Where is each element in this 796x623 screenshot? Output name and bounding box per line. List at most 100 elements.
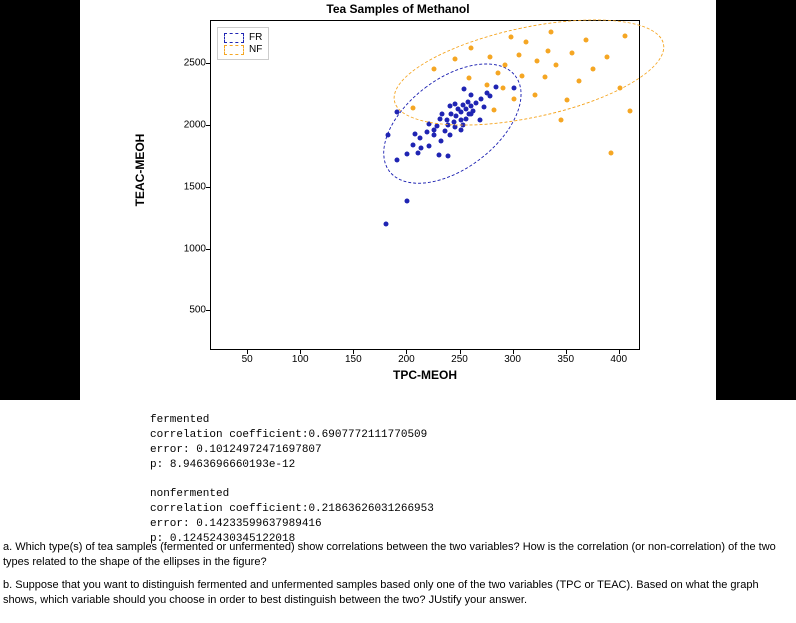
x-tick-mark	[460, 350, 461, 354]
scatter-point	[534, 59, 539, 64]
stats-nf-err: 0.14233599637989416	[196, 518, 321, 530]
scatter-point	[384, 221, 389, 226]
scatter-point	[394, 110, 399, 115]
scatter-point	[442, 129, 447, 134]
x-tick-mark	[247, 350, 248, 354]
scatter-point	[405, 199, 410, 204]
scatter-point	[492, 107, 497, 112]
y-tick-label: 500	[166, 305, 206, 316]
scatter-point	[623, 33, 628, 38]
chart-title: Tea Samples of Methanol	[80, 2, 716, 16]
scatter-point	[405, 152, 410, 157]
scatter-point	[628, 109, 633, 114]
scatter-point	[559, 117, 564, 122]
scatter-point	[516, 52, 521, 57]
legend-item: NF	[224, 44, 262, 55]
scatter-point	[431, 133, 436, 138]
scatter-point	[583, 37, 588, 42]
scatter-point	[467, 75, 472, 80]
scatter-point	[410, 142, 415, 147]
y-tick-mark	[206, 187, 210, 188]
scatter-point	[577, 78, 582, 83]
scatter-point	[564, 98, 569, 103]
scatter-point	[485, 83, 490, 88]
y-tick-label: 1000	[166, 243, 206, 254]
scatter-point	[500, 85, 505, 90]
y-tick-label: 2500	[166, 58, 206, 69]
scatter-point	[545, 48, 550, 53]
stats-f-err: 0.10124972471697807	[196, 444, 321, 456]
scatter-point	[503, 63, 508, 68]
stats-f-cc-label: correlation coefficient:	[150, 429, 308, 441]
x-tick-mark	[353, 350, 354, 354]
scatter-point	[386, 132, 391, 137]
scatter-point	[416, 151, 421, 156]
x-tick-label: 400	[610, 354, 627, 365]
x-tick-label: 250	[451, 354, 468, 365]
stats-f-err-label: error:	[150, 444, 196, 456]
scatter-point	[445, 153, 450, 158]
scatter-point	[412, 132, 417, 137]
stats-f-cc: 0.6907772111770509	[308, 429, 427, 441]
scatter-point	[426, 143, 431, 148]
scatter-point	[458, 127, 463, 132]
question-b: b. Suppose that you want to distinguish …	[3, 578, 793, 608]
scatter-point	[617, 85, 622, 90]
scatter-point	[419, 146, 424, 151]
scatter-point	[424, 130, 429, 135]
scatter-point	[609, 150, 614, 155]
y-tick-mark	[206, 310, 210, 311]
y-tick-label: 2000	[166, 120, 206, 131]
legend-label: FR	[249, 32, 262, 43]
x-tick-label: 200	[398, 354, 415, 365]
y-tick-mark	[206, 63, 210, 64]
legend-item: FR	[224, 32, 262, 43]
scatter-point	[488, 55, 493, 60]
plot-region: FRNF	[210, 20, 640, 350]
legend-swatch	[224, 45, 244, 55]
x-tick-label: 150	[345, 354, 362, 365]
scatter-point	[520, 74, 525, 79]
scatter-point	[410, 106, 415, 111]
x-axis-label: TPC-MEOH	[210, 368, 640, 382]
scatter-point	[543, 74, 548, 79]
scatter-point	[437, 153, 442, 158]
scatter-point	[511, 96, 516, 101]
scatter-point	[509, 35, 514, 40]
x-tick-mark	[566, 350, 567, 354]
scatter-point	[569, 51, 574, 56]
scatter-point	[431, 67, 436, 72]
chart-area: Tea Samples of Methanol TEAC-MEOH TPC-ME…	[80, 0, 716, 400]
stats-nf-cc: 0.21863626031266953	[308, 503, 433, 515]
legend: FRNF	[217, 27, 269, 60]
x-tick-label: 50	[242, 354, 253, 365]
scatter-point	[554, 63, 559, 68]
scatter-point	[495, 70, 500, 75]
scatter-point	[447, 132, 452, 137]
x-tick-label: 300	[504, 354, 521, 365]
right-black-bar	[716, 0, 796, 400]
stats-nf-cc-label: correlation coefficient:	[150, 503, 308, 515]
scatter-point	[591, 67, 596, 72]
y-tick-mark	[206, 125, 210, 126]
y-tick-label: 1500	[166, 181, 206, 192]
stats-f-p-label: p:	[150, 459, 170, 471]
scatter-point	[469, 46, 474, 51]
x-tick-mark	[619, 350, 620, 354]
scatter-point	[524, 40, 529, 45]
stats-f-p: 8.9463696660193e-12	[170, 459, 295, 471]
stats-nf-err-label: error:	[150, 518, 196, 530]
x-tick-mark	[406, 350, 407, 354]
stats-output: fermented correlation coefficient:0.6907…	[150, 413, 434, 547]
scatter-point	[418, 136, 423, 141]
scatter-point	[453, 57, 458, 62]
legend-label: NF	[249, 44, 262, 55]
y-tick-mark	[206, 249, 210, 250]
stats-fermented-label: fermented	[150, 414, 209, 426]
scatter-point	[532, 93, 537, 98]
x-tick-mark	[513, 350, 514, 354]
scatter-point	[394, 158, 399, 163]
legend-swatch	[224, 33, 244, 43]
left-black-bar	[0, 0, 80, 400]
scatter-point	[605, 54, 610, 59]
